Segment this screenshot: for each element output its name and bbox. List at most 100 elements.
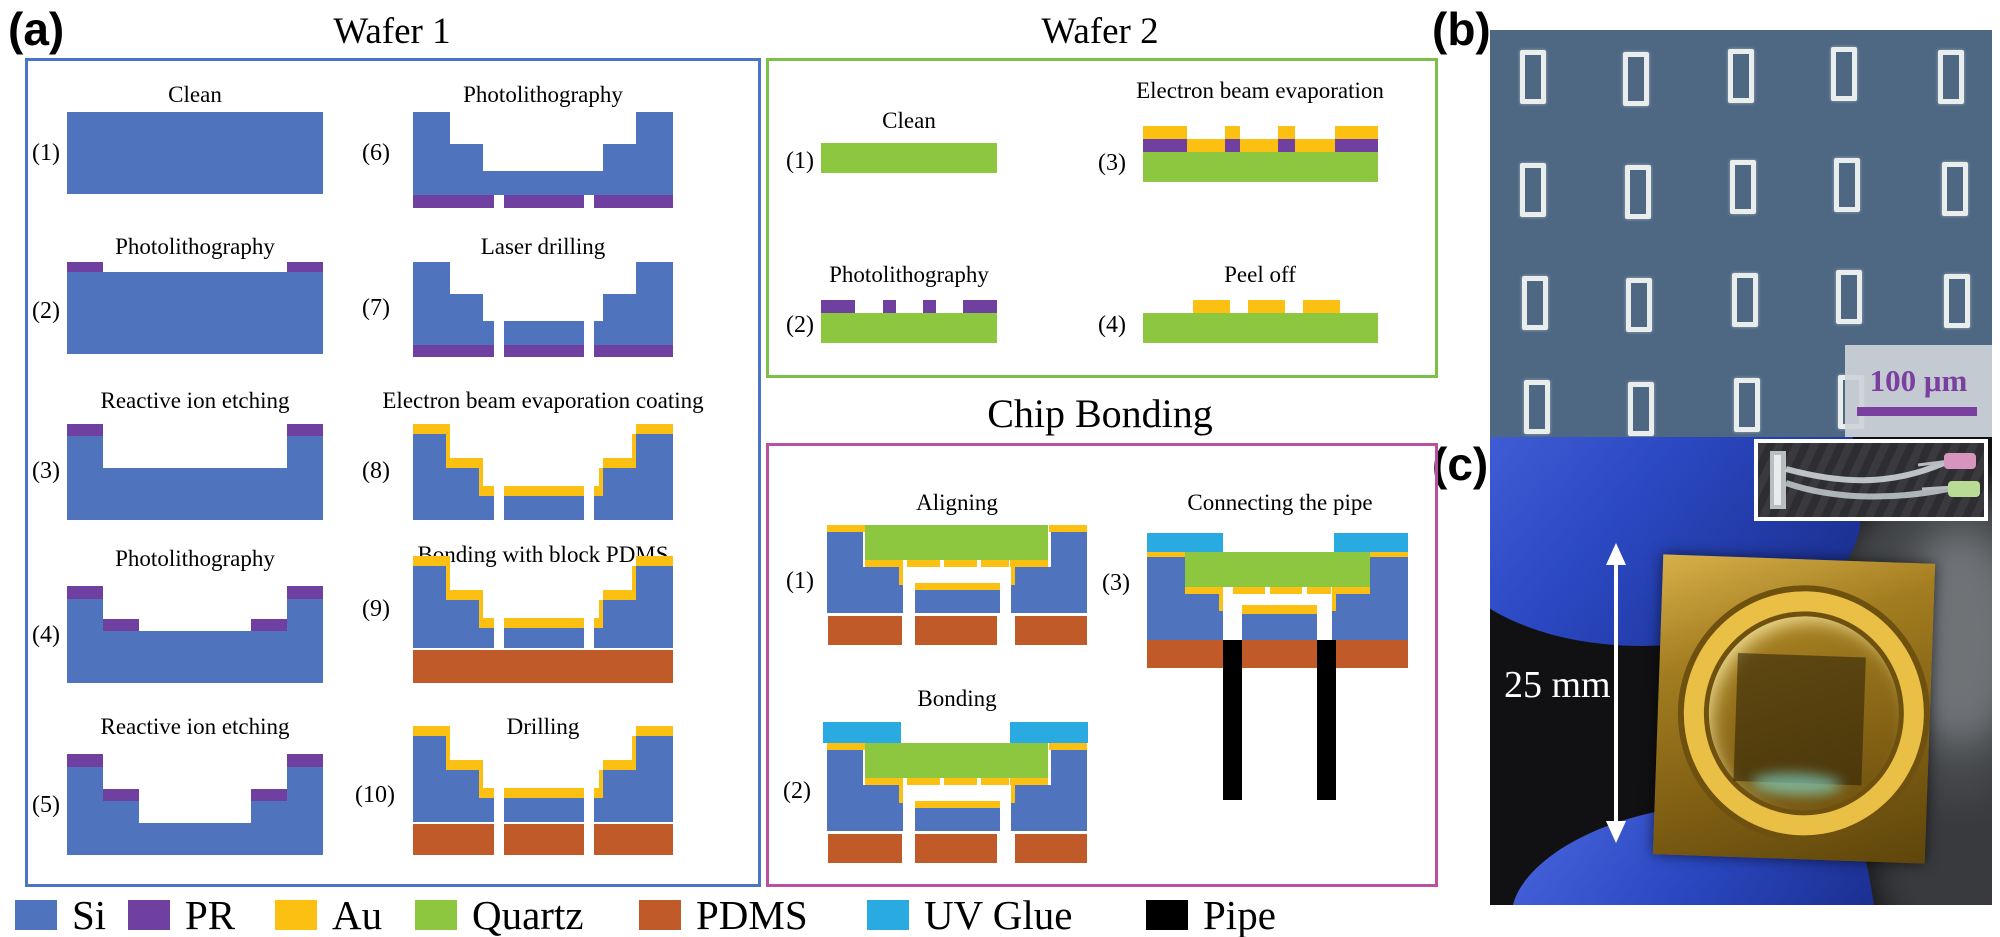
au-coating — [413, 424, 450, 434]
au-coating — [599, 468, 603, 496]
w1-step10-title: Drilling — [506, 714, 580, 739]
w1-step2-title: Photolithography — [115, 234, 275, 259]
si-shelf — [103, 801, 139, 855]
scale-bar-panel: 100 μm — [1845, 345, 1992, 440]
pipe — [1317, 640, 1336, 800]
w2-step4-title: Peel off — [1224, 262, 1296, 287]
cb-step2-title: Bonding — [917, 686, 997, 711]
w1-step3-title: Reactive ion etching — [100, 388, 290, 413]
pipe-inset-drawing — [1770, 451, 1980, 509]
etched-rectangle — [1522, 276, 1548, 330]
pr-layer — [1335, 139, 1378, 152]
w2-step1-num: (1) — [786, 148, 814, 174]
si-step — [603, 600, 636, 648]
legend-label-si: Si — [72, 892, 107, 937]
quartz-wafer — [821, 313, 997, 343]
w1-step4-num: (4) — [32, 622, 60, 648]
au-coating — [899, 785, 903, 803]
pdms-slab — [413, 650, 673, 683]
au-coating — [1147, 552, 1185, 557]
au-layer — [1248, 300, 1285, 313]
legend-swatch-quartz — [415, 900, 457, 930]
au-coating — [504, 486, 584, 496]
au-coating — [827, 743, 865, 750]
si-step — [450, 294, 483, 345]
pr-layer — [251, 619, 287, 631]
w1-step7-title: Laser drilling — [480, 234, 606, 259]
pr-layer — [923, 300, 936, 313]
au-coating — [483, 788, 494, 798]
si-step — [450, 468, 483, 520]
scale-bar-label: 100 μm — [1869, 363, 1968, 398]
w2-step4-num: (4) — [1098, 312, 1126, 338]
micrograph-image: 100 μm — [1490, 30, 1992, 440]
au-electrode — [944, 778, 977, 785]
etched-rectangle — [1730, 160, 1756, 214]
si-floor — [483, 496, 494, 520]
au-coating — [1185, 587, 1223, 594]
si-floor — [504, 496, 584, 520]
pr-layer — [821, 300, 855, 313]
etched-rectangle — [1732, 273, 1758, 327]
etched-rectangle — [1520, 163, 1546, 217]
quartz-wafer — [1143, 152, 1378, 182]
w1-step8-num: (8) — [362, 458, 390, 484]
au-coating — [1049, 743, 1087, 750]
au-coating — [636, 556, 673, 566]
legend-swatch-pipe — [1146, 900, 1188, 930]
bonded-chip — [1652, 554, 1936, 864]
au-coating — [483, 618, 494, 628]
pr-layer — [67, 754, 103, 767]
cb-step2-num: (2) — [783, 778, 811, 804]
pr-layer — [504, 195, 584, 208]
au-coating — [636, 726, 673, 736]
si-step — [603, 770, 636, 822]
pipe-inset-photo — [1754, 439, 1988, 521]
si-wall — [636, 112, 673, 195]
au-coating — [1370, 552, 1408, 557]
legend-label-quartz: Quartz — [472, 892, 584, 937]
w1-step6-title: Photolithography — [463, 82, 623, 107]
au-electrode — [981, 778, 1009, 785]
si-wafer — [67, 112, 323, 194]
si-floor — [594, 798, 603, 822]
pr-layer — [103, 789, 139, 801]
si-wall — [636, 434, 673, 520]
w1-step4-title: Photolithography — [115, 546, 275, 571]
au-coating — [632, 566, 636, 600]
au-coating — [1010, 560, 1048, 567]
si-floor — [594, 321, 603, 345]
au-coating — [603, 458, 636, 468]
w1-step1-title: Clean — [168, 82, 222, 107]
si-wall — [413, 262, 450, 345]
legend-swatch-si — [15, 900, 57, 930]
au-coating — [483, 486, 494, 496]
pr-layer — [287, 586, 323, 599]
pr-layer — [287, 754, 323, 767]
cb-step1-title: Aligning — [916, 490, 998, 515]
au-coating — [632, 434, 636, 468]
si-wall — [636, 736, 673, 822]
si-floor — [504, 628, 584, 648]
si-floor — [504, 798, 584, 822]
si-floor — [915, 590, 1000, 613]
legend-swatch-pdms — [639, 900, 681, 930]
quartz-chip — [865, 525, 1048, 560]
au-layer — [1303, 300, 1340, 313]
au-electrode — [1270, 587, 1302, 594]
si-step — [863, 785, 903, 831]
si-slab — [67, 631, 323, 683]
etched-rectangle — [1944, 274, 1970, 328]
pr-layer — [103, 619, 139, 631]
w2-step2-title: Photolithography — [829, 262, 989, 287]
etched-rectangle — [1734, 378, 1760, 432]
si-wall — [413, 112, 450, 195]
si-floor — [594, 496, 603, 520]
au-coating — [594, 486, 603, 496]
au-electrode — [1233, 587, 1265, 594]
pr-layer — [883, 300, 896, 313]
si-floor — [139, 823, 251, 855]
au-coating — [603, 760, 636, 770]
si-floor — [915, 808, 1000, 831]
